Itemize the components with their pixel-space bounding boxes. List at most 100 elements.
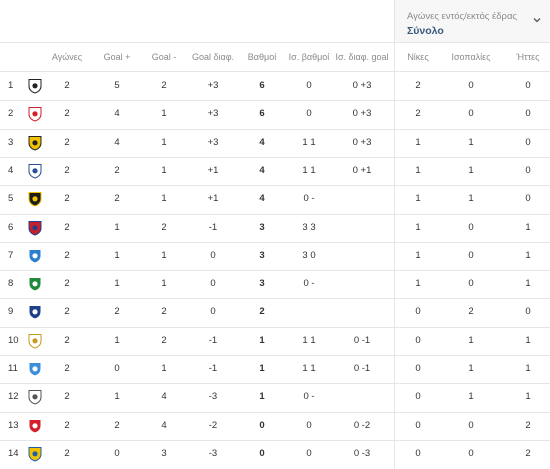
- cell-draws: 0: [468, 419, 474, 431]
- club-crest-icon[interactable]: [27, 220, 43, 236]
- row-divider: [0, 411, 550, 413]
- cell-h2h-points: 0 -: [303, 278, 315, 290]
- cell-goals-for: 0: [114, 447, 120, 459]
- column-divider: [394, 42, 395, 469]
- table-row[interactable]: 9 2 2 2 0 2 0 2 0: [0, 298, 550, 326]
- club-crest-icon[interactable]: [27, 304, 43, 320]
- cell-draws: 1: [468, 164, 474, 176]
- table-row[interactable]: 5 2 2 1 +1 4 0 - 1 1 0: [0, 185, 550, 213]
- cell-position: 5: [8, 193, 14, 205]
- club-crest-icon[interactable]: [27, 78, 43, 94]
- table-row[interactable]: 8 2 1 1 0 3 0 - 1 0 1: [0, 270, 550, 298]
- cell-h2h-goal-diff: [330, 383, 394, 411]
- cell-played: 2: [64, 108, 70, 120]
- cell-losses: 1: [525, 363, 531, 374]
- row-divider: [0, 383, 550, 385]
- club-crest-icon[interactable]: [27, 446, 43, 462]
- club-crest-icon[interactable]: [27, 191, 43, 207]
- cell-draws: 0: [468, 80, 474, 91]
- cell-goal-diff: +3: [207, 108, 219, 120]
- cell-points: 1: [259, 363, 265, 374]
- cell-goals-against: 4: [161, 419, 167, 431]
- table-row[interactable]: 14 2 0 3 -3 0 0 0 -3 0 0 2: [0, 440, 550, 468]
- cell-h2h-points: 1 1: [302, 136, 316, 148]
- club-crest-icon[interactable]: [27, 418, 43, 434]
- home-away-value[interactable]: Σύνολο: [407, 25, 444, 37]
- cell-h2h-points: 3 0: [302, 249, 316, 261]
- cell-goals-for: 5: [114, 80, 120, 91]
- row-divider: [0, 128, 550, 130]
- cell-position: 6: [8, 221, 14, 233]
- cell-wins: 0: [415, 306, 421, 318]
- row-divider: [0, 355, 550, 356]
- club-crest-icon[interactable]: [27, 389, 43, 405]
- cell-draws: 0: [468, 249, 474, 261]
- col-header-goals-for[interactable]: Goal +: [103, 52, 131, 62]
- row-divider: [0, 156, 550, 158]
- cell-played: 2: [64, 419, 70, 431]
- home-away-selector[interactable]: Αγώνες εντός/εκτός έδρας Σύνολο: [394, 0, 550, 42]
- table-row[interactable]: 12 2 1 4 -3 1 0 - 0 1 1: [0, 383, 550, 411]
- cell-losses: 0: [525, 306, 531, 318]
- cell-points: 3: [259, 278, 265, 290]
- table-row[interactable]: 10 2 1 2 -1 1 1 1 0 -1 0 1 1: [0, 327, 550, 355]
- cell-losses: 0: [525, 193, 531, 205]
- row-divider: [0, 270, 550, 272]
- cell-losses: 0: [525, 164, 531, 176]
- cell-played: 2: [64, 164, 70, 176]
- cell-position: 12: [8, 391, 19, 403]
- cell-goals-against: 4: [161, 391, 167, 403]
- cell-losses: 1: [525, 278, 531, 290]
- chevron-down-icon[interactable]: [533, 16, 541, 24]
- col-header-wins[interactable]: Νίκες: [407, 52, 429, 62]
- cell-draws: 1: [468, 363, 474, 374]
- cell-draws: 1: [468, 334, 474, 346]
- cell-goals-against: 1: [161, 108, 167, 120]
- cell-goals-for: 2: [114, 164, 120, 176]
- table-row[interactable]: 6 2 1 2 -1 3 3 3 1 0 1: [0, 214, 550, 242]
- col-header-draws[interactable]: Ισοπαλίες: [451, 52, 491, 62]
- cell-points: 4: [259, 136, 265, 148]
- club-crest-icon[interactable]: [27, 333, 43, 349]
- cell-h2h-goal-diff: [330, 298, 394, 326]
- cell-h2h-goal-diff: [330, 242, 394, 270]
- club-crest-icon[interactable]: [27, 276, 43, 292]
- club-crest-icon[interactable]: [27, 163, 43, 179]
- col-header-goals-against[interactable]: Goal -: [151, 52, 177, 62]
- cell-points: 4: [259, 164, 265, 176]
- cell-goal-diff: -1: [208, 221, 218, 233]
- cell-goals-for: 2: [114, 193, 120, 205]
- table-row[interactable]: 1 2 5 2 +3 6 0 0 +3 2 0 0: [0, 72, 550, 100]
- cell-goal-diff: 0: [210, 278, 216, 290]
- table-row[interactable]: 7 2 1 1 0 3 3 0 1 0 1: [0, 242, 550, 270]
- table-row[interactable]: 13 2 2 4 -2 0 0 0 -2 0 0 2: [0, 412, 550, 440]
- club-crest-icon[interactable]: [27, 248, 43, 264]
- cell-goals-against: 1: [161, 136, 167, 148]
- club-crest-icon[interactable]: [27, 135, 43, 151]
- col-header-points[interactable]: Βαθμοί: [247, 52, 277, 62]
- table-row[interactable]: 4 2 2 1 +1 4 1 1 0 +1 1 1 0: [0, 157, 550, 185]
- row-divider: [0, 213, 550, 215]
- cell-points: 3: [259, 249, 265, 261]
- col-header-h2h-points[interactable]: Ισ. βαθμοί: [288, 52, 330, 62]
- col-header-losses[interactable]: Ήττες: [516, 52, 540, 62]
- cell-wins: 1: [415, 136, 421, 148]
- cell-h2h-goal-diff: 0 +3: [352, 80, 372, 91]
- cell-h2h-points: 1 1: [302, 363, 316, 374]
- col-header-h2h-goal-diff[interactable]: Ισ. διαφ. goal: [335, 52, 389, 62]
- cell-draws: 2: [468, 306, 474, 318]
- club-crest-icon[interactable]: [27, 106, 43, 122]
- col-header-goal-diff[interactable]: Goal διαφ.: [191, 52, 235, 62]
- cell-points: 2: [259, 306, 265, 318]
- club-crest-icon[interactable]: [27, 361, 43, 377]
- cell-h2h-points: 0 -: [303, 391, 315, 403]
- table-row[interactable]: 2 2 4 1 +3 6 0 0 +3 2 0 0: [0, 100, 550, 128]
- cell-points: 0: [259, 447, 265, 459]
- cell-h2h-points: 0 -: [303, 193, 315, 205]
- row-divider: [0, 241, 550, 243]
- col-header-played[interactable]: Αγώνες: [51, 52, 83, 62]
- cell-h2h-goal-diff: 0 -2: [353, 419, 371, 431]
- table-row[interactable]: 3 2 4 1 +3 4 1 1 0 +3 1 1 0: [0, 129, 550, 157]
